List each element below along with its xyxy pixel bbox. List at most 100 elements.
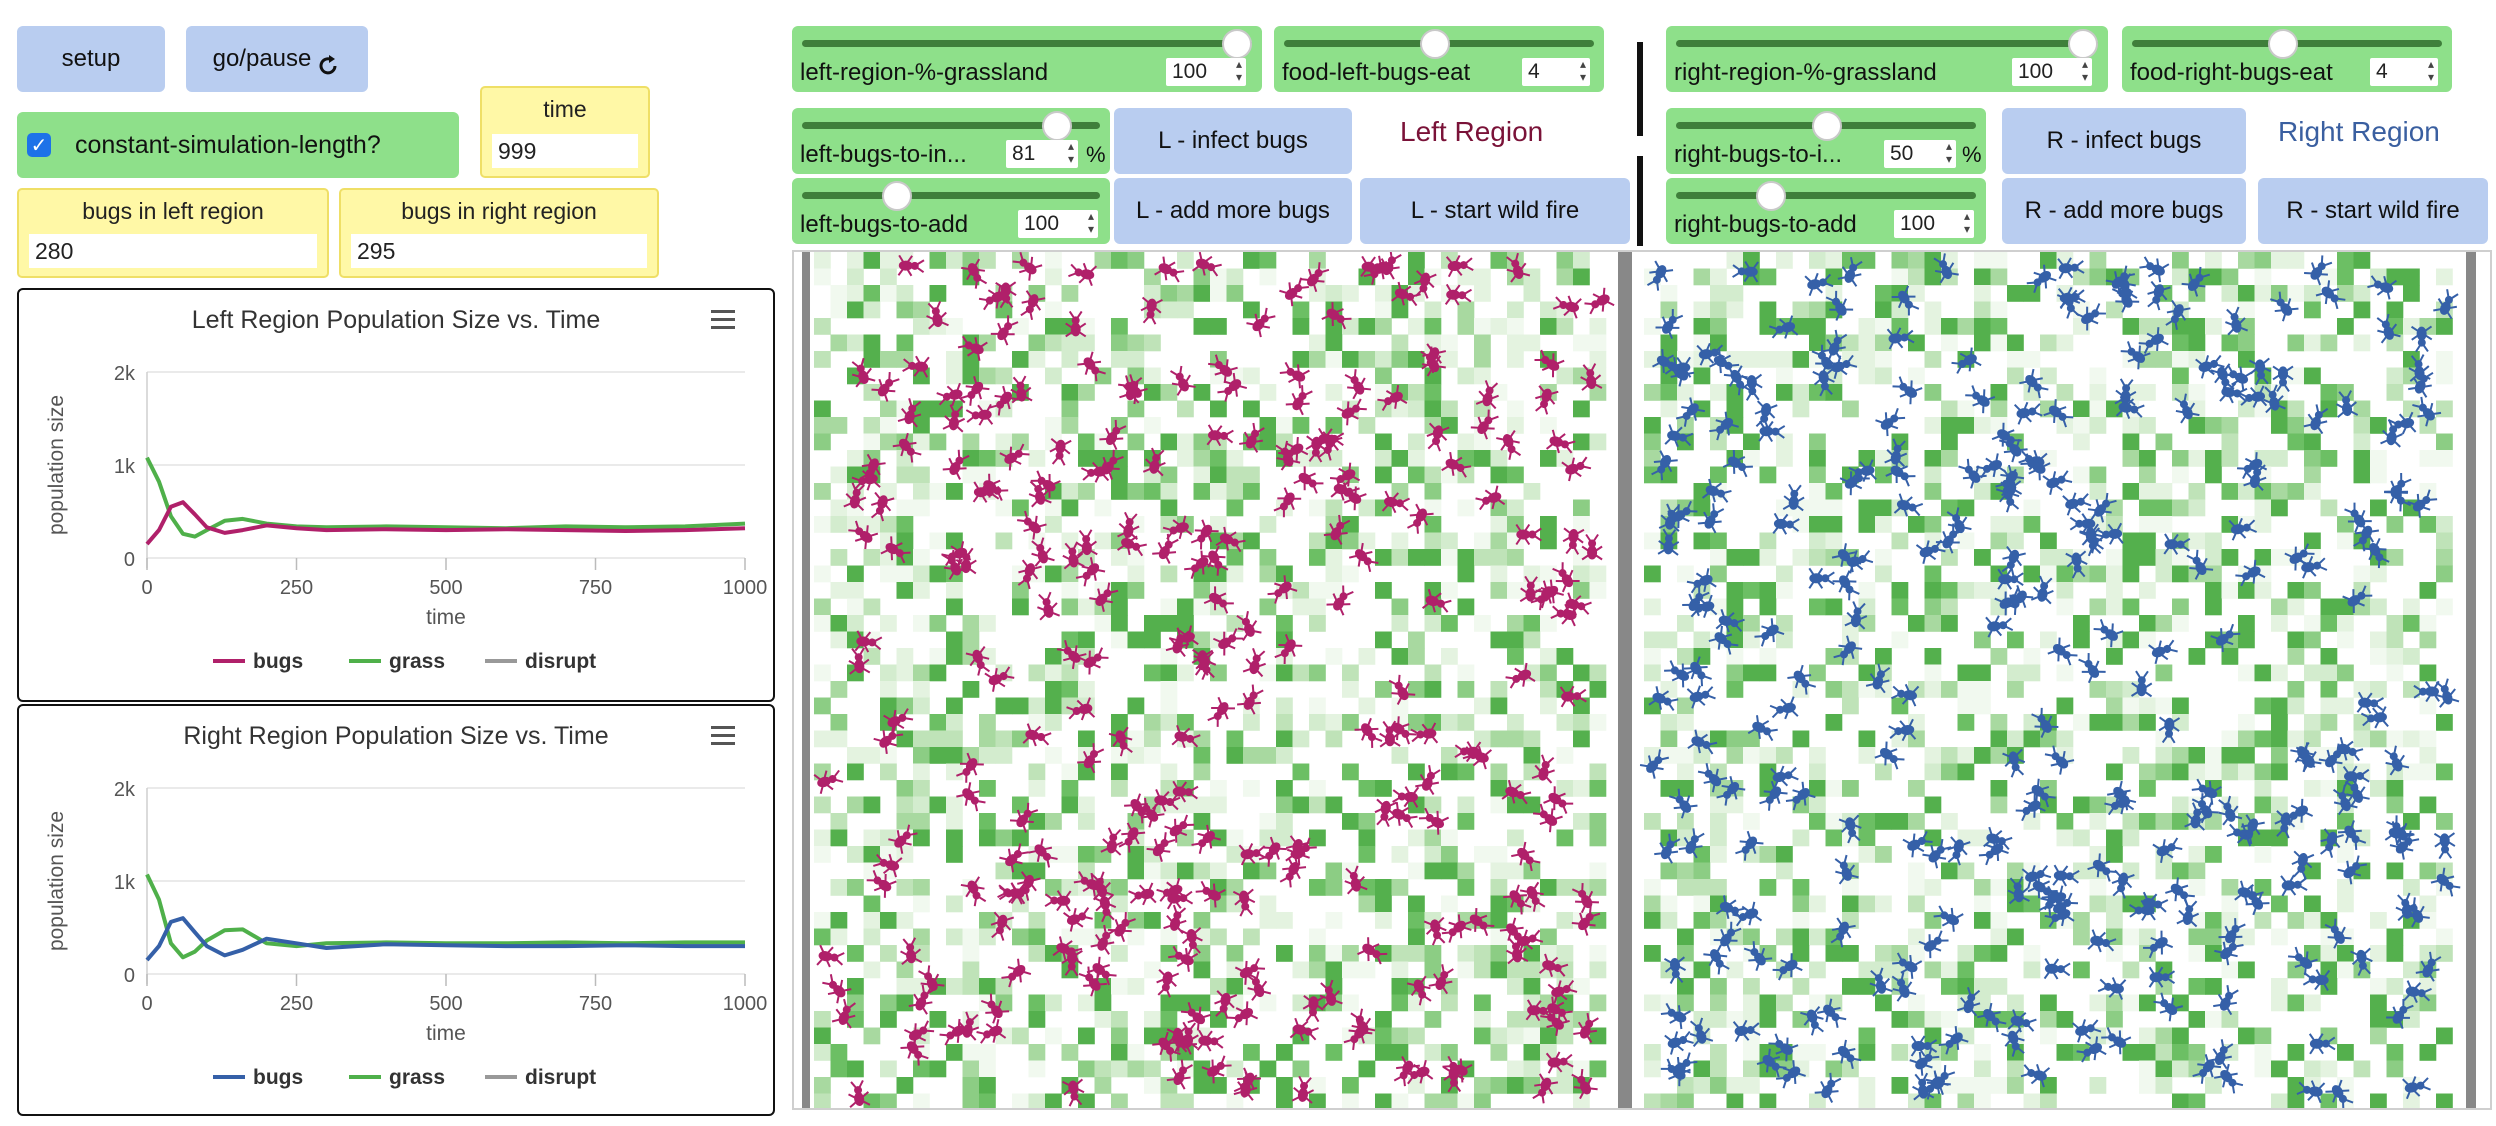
l-add-more-bugs-button[interactable]: L - add more bugs (1114, 178, 1352, 244)
right-bug-icon (2384, 821, 2415, 847)
right-region-grassland-slider[interactable]: right-region-%-grassland 100 ▴ ▾ (1666, 26, 2108, 92)
slider-value[interactable]: 100 ▴ ▾ (1166, 58, 1246, 86)
left-bug-icon (1391, 281, 1421, 307)
right-bug-icon (1759, 780, 1788, 811)
menu-icon[interactable] (711, 726, 735, 750)
slider-value[interactable]: 4 ▴ ▾ (2370, 58, 2438, 86)
left-bug-icon (1519, 575, 1542, 603)
right-bug-icon (2030, 575, 2054, 605)
right-bugs-to-infect-slider[interactable]: right-bugs-to-i... 50 ▴ ▾ % (1666, 108, 1986, 174)
left-bug-icon (942, 404, 966, 433)
left-bug-icon (1203, 586, 1234, 614)
left-bug-icon (1291, 1075, 1315, 1104)
right-bug-icon (2001, 545, 2026, 576)
r-start-wild-fire-button[interactable]: R - start wild fire (2258, 178, 2488, 244)
slider-thumb[interactable] (1812, 111, 1842, 141)
right-bug-icon (1890, 683, 1920, 707)
right-bug-icon (2320, 828, 2344, 858)
slider-thumb[interactable] (1042, 111, 1072, 141)
left-bug-icon (1232, 888, 1256, 917)
setup-button[interactable]: setup (17, 26, 165, 92)
right-bug-icon (1678, 828, 1705, 859)
right-bug-icon (2093, 619, 2124, 648)
left-bug-icon (1124, 793, 1153, 824)
slider-value[interactable]: 50 ▴ ▾ (1884, 140, 1956, 168)
left-bug-icon (848, 1080, 871, 1108)
right-bug-icon (1997, 568, 2024, 590)
right-bugs-to-add-slider[interactable]: right-bugs-to-add 100 ▴ ▾ (1666, 178, 1986, 244)
slider-thumb[interactable] (1222, 29, 1252, 59)
right-bug-icon (2192, 1054, 2222, 1084)
y-tick-label: 0 (124, 965, 135, 987)
world-view[interactable] (792, 250, 2492, 1110)
slider-value[interactable]: 4 ▴ ▾ (1522, 58, 1590, 86)
left-bug-icon (1168, 945, 1199, 972)
l-start-wild-fire-button[interactable]: L - start wild fire (1360, 178, 1630, 244)
right-bug-icon (1892, 952, 1923, 979)
left-bug-icon (1044, 890, 1072, 912)
slider-thumb[interactable] (2068, 29, 2098, 59)
constant-simulation-length-switch[interactable]: ✓ constant-simulation-length? (17, 112, 459, 178)
slider-value[interactable]: 81 ▴ ▾ (1006, 140, 1078, 168)
left-bug-icon (1442, 1055, 1473, 1083)
left-bug-icon (984, 666, 1015, 692)
checkbox-checked-icon[interactable]: ✓ (27, 133, 51, 157)
world-canvas[interactable] (794, 252, 2490, 1108)
right-bug-icon (2218, 918, 2246, 949)
right-bug-icon (2208, 1039, 2234, 1070)
r-add-more-bugs-button[interactable]: R - add more bugs (2002, 178, 2246, 244)
left-bug-icon (1030, 470, 1061, 498)
food-right-bugs-eat-slider[interactable]: food-right-bugs-eat 4 ▴ ▾ (2122, 26, 2452, 92)
slider-value[interactable]: 100 ▴ ▾ (1894, 210, 1974, 238)
menu-icon[interactable] (711, 310, 735, 334)
slider-value[interactable]: 100 ▴ ▾ (1018, 210, 1098, 238)
left-bug-icon (990, 315, 1019, 346)
right-bug-icon (2291, 850, 2315, 880)
right-bug-icon (1654, 833, 1681, 864)
left-bug-icon (960, 376, 990, 406)
slider-value[interactable]: 100 ▴ ▾ (2012, 58, 2092, 86)
slider-unit: % (1086, 142, 1106, 167)
right-bug-icon (2115, 395, 2145, 419)
slider-thumb[interactable] (1756, 181, 1786, 211)
left-bugs-to-infect-slider[interactable]: left-bugs-to-in... 81 ▴ ▾ % (792, 108, 1110, 174)
right-bug-icon (1947, 836, 1971, 866)
left-bug-icon (1201, 1055, 1232, 1084)
right-bug-icon (2342, 585, 2373, 613)
left-bug-icon (1354, 717, 1383, 748)
right-bug-icon (2062, 492, 2092, 516)
left-bug-icon (1142, 447, 1166, 477)
slider-thumb[interactable] (1420, 29, 1450, 59)
right-bug-icon (1708, 625, 1739, 655)
slider-label: right-bugs-to-i... (1674, 141, 1843, 168)
left-bug-icon (1208, 354, 1238, 384)
left-bug-icon (1099, 419, 1127, 451)
slider-label: right-region-%-grassland (1674, 59, 1937, 86)
right-bug-icon (2225, 306, 2249, 336)
right-bug-icon (2026, 264, 2057, 293)
right-bug-icon (2308, 1033, 2336, 1055)
l-infect-bugs-button[interactable]: L - infect bugs (1114, 108, 1352, 174)
left-bug-icon (1279, 277, 1309, 307)
left-bug-icon (989, 385, 1019, 416)
slider-thumb[interactable] (2268, 29, 2298, 59)
right-bug-icon (1703, 944, 1730, 975)
right-bug-icon (2435, 678, 2460, 708)
left-bug-icon (1100, 827, 1124, 856)
left-bug-icon (1559, 685, 1587, 708)
left-bug-icon (1207, 696, 1235, 727)
left-bug-icon (1421, 343, 1447, 374)
left-bug-icon (1190, 519, 1219, 550)
slider-thumb[interactable] (882, 181, 912, 211)
left-bugs-to-add-slider[interactable]: left-bugs-to-add 100 ▴ ▾ (792, 178, 1110, 244)
food-left-bugs-eat-slider[interactable]: food-left-bugs-eat 4 ▴ ▾ (1274, 26, 1604, 92)
left-bug-icon (1503, 884, 1532, 915)
right-bug-icon (1772, 953, 1803, 981)
left-region-grassland-slider[interactable]: left-region-%-grassland 100 ▴ ▾ (792, 26, 1262, 92)
right-bug-icon (2315, 280, 2346, 310)
go-pause-button[interactable]: go/pause (186, 26, 368, 92)
left-bug-icon (1012, 252, 1043, 281)
r-infect-bugs-button[interactable]: R - infect bugs (2002, 108, 2246, 174)
right-bug-icon (1732, 1019, 1761, 1043)
left-bug-icon (1093, 893, 1117, 923)
